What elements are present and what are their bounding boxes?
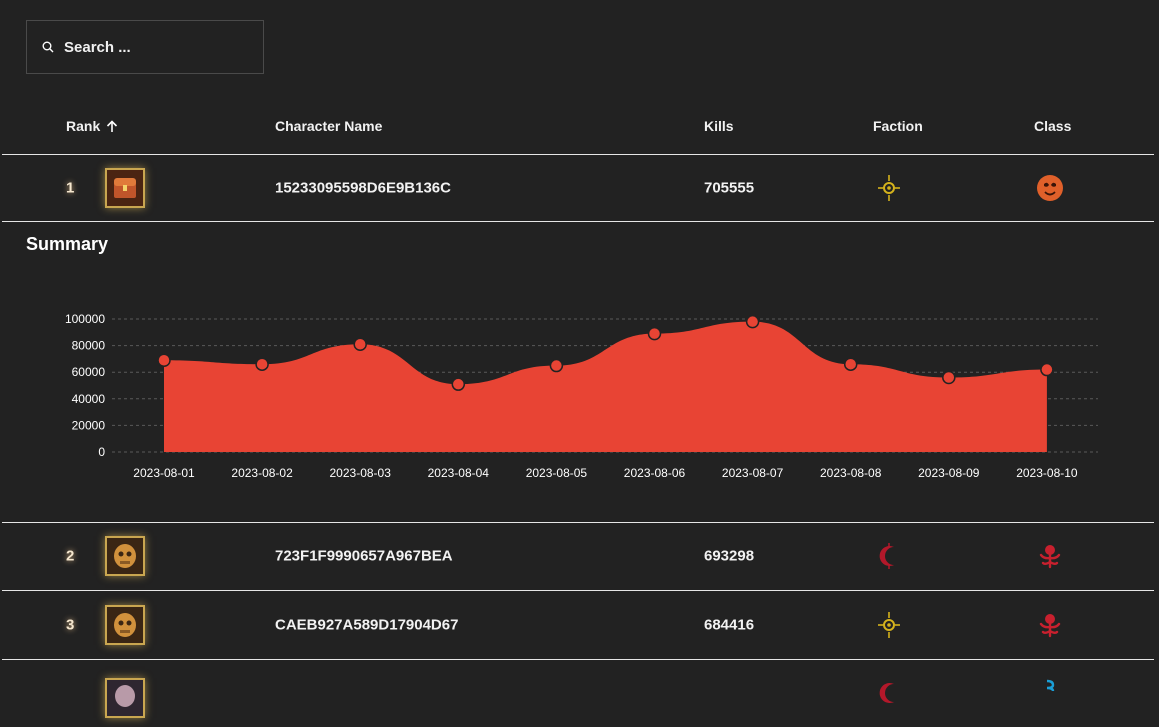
x-tick-label: 2023-08-05 xyxy=(526,466,588,480)
name-column-header: Character Name xyxy=(275,118,383,134)
data-point[interactable] xyxy=(843,357,858,371)
sun-faction-icon xyxy=(878,612,900,638)
y-tick-label: 0 xyxy=(98,445,105,459)
y-tick-label: 40000 xyxy=(72,392,106,406)
rank-column-header[interactable]: Rank xyxy=(66,118,118,134)
rank-number: 1 xyxy=(66,179,75,197)
character-name[interactable]: 15233095598D6E9B136C xyxy=(275,179,451,197)
y-tick-label: 20000 xyxy=(72,418,106,432)
rank-number: 2 xyxy=(66,547,75,565)
sun-faction-icon xyxy=(878,175,900,201)
kills-column-header: Kills xyxy=(704,118,734,134)
character-name[interactable]: CAEB927A589D17904D67 xyxy=(275,616,459,634)
y-tick-label: 100000 xyxy=(65,312,105,326)
table-row[interactable]: 3 CAEB927A589D17904D67 684416 xyxy=(2,592,1154,658)
x-tick-label: 2023-08-09 xyxy=(918,466,980,480)
table-row[interactable]: 2 723F1F9990657A967BEA 693298 xyxy=(2,523,1154,589)
sort-ascending-icon xyxy=(107,119,118,132)
x-tick-label: 2023-08-03 xyxy=(330,466,392,480)
table-header: Rank Character Name Kills Faction Class xyxy=(0,110,1159,142)
mask-avatar-icon xyxy=(107,607,143,643)
rank-header-label: Rank xyxy=(66,118,101,134)
skull-avatar-icon xyxy=(107,680,143,716)
y-tick-label: 60000 xyxy=(72,365,106,379)
data-point[interactable] xyxy=(549,358,564,373)
character-name[interactable]: 723F1F9990657A967BEA xyxy=(275,547,453,565)
crescent-faction-icon xyxy=(879,543,894,569)
divider xyxy=(2,659,1154,660)
avatar xyxy=(105,605,145,645)
data-point[interactable] xyxy=(157,353,171,367)
data-point[interactable] xyxy=(745,314,760,329)
divider xyxy=(2,221,1154,222)
search-icon xyxy=(42,41,54,53)
x-tick-label: 2023-08-02 xyxy=(231,466,293,480)
tentacle-class-icon xyxy=(1039,614,1061,638)
divider xyxy=(2,154,1154,155)
x-tick-label: 2023-08-01 xyxy=(133,466,195,480)
data-point[interactable] xyxy=(451,377,466,391)
x-tick-label: 2023-08-07 xyxy=(722,466,784,480)
x-tick-label: 2023-08-04 xyxy=(428,466,490,480)
kills-value: 684416 xyxy=(704,616,755,634)
data-point[interactable] xyxy=(255,357,269,371)
rank-number: 3 xyxy=(66,616,75,634)
data-point[interactable] xyxy=(647,326,662,341)
x-tick-label: 2023-08-06 xyxy=(624,466,686,480)
kills-value: 705555 xyxy=(704,179,755,197)
class-column-header: Class xyxy=(1034,118,1072,134)
x-tick-label: 2023-08-08 xyxy=(820,466,882,480)
avatar xyxy=(105,536,145,576)
x-tick-label: 2023-08-10 xyxy=(1016,466,1078,480)
search-box[interactable] xyxy=(26,20,264,74)
table-row[interactable]: 1 15233095598D6E9B136C 705555 xyxy=(2,155,1154,221)
crescent-faction-icon xyxy=(879,683,894,703)
data-point[interactable] xyxy=(942,370,956,385)
faction-column-header: Faction xyxy=(873,118,923,134)
kills-value: 693298 xyxy=(704,547,755,565)
tentacle-class-icon xyxy=(1039,545,1061,569)
y-tick-label: 80000 xyxy=(72,339,106,353)
search-input[interactable] xyxy=(62,37,246,57)
mask-class-icon xyxy=(1037,175,1063,201)
chest-avatar-icon xyxy=(107,170,143,206)
table-row[interactable] xyxy=(2,661,1154,727)
mask-avatar-icon xyxy=(107,538,143,574)
divider xyxy=(2,590,1154,591)
data-point[interactable] xyxy=(353,337,367,352)
summary-title: Summary xyxy=(26,234,109,254)
data-point[interactable] xyxy=(1040,362,1054,377)
serpent-class-icon xyxy=(1046,679,1055,692)
kills-area-chart: 0 20000 40000 60000 80000 100000 2023-08-01 202… xyxy=(65,312,1098,480)
avatar xyxy=(105,678,145,718)
avatar xyxy=(105,168,145,208)
kills-area-series xyxy=(164,321,1047,452)
divider xyxy=(2,522,1154,523)
